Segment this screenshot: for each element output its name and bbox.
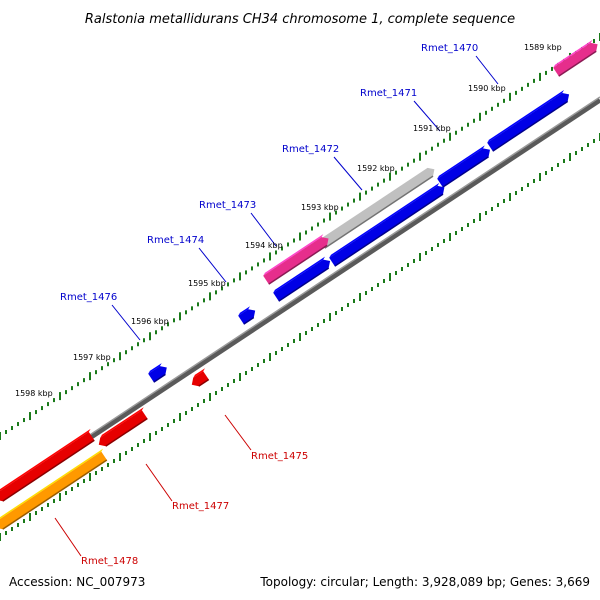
- gene-rmet-1474-top-face: [273, 256, 325, 293]
- gene-label-rmet-1477[interactable]: Rmet_1477: [172, 501, 229, 512]
- gene-rmet-1475-edge: [198, 378, 210, 387]
- leader-rmet-1473: [250, 212, 277, 247]
- gene-rmet-1476-top-face: [148, 363, 162, 374]
- gene-rmet-1478-body: [0, 451, 107, 530]
- gene-rmet-1478-top-face: [0, 448, 104, 519]
- gene-label-rmet-1472[interactable]: Rmet_1472: [282, 144, 339, 155]
- gene-rmet-1474-upper[interactable]: [329, 182, 445, 267]
- gene-rmet-1477[interactable]: [98, 407, 148, 447]
- gene-rmet-1474-body: [273, 259, 331, 302]
- inner-scale-ticks: [0, 133, 600, 541]
- leader-rmet-1477: [145, 463, 173, 502]
- leader-rmet-1471: [413, 100, 441, 132]
- gene-rmet-1473[interactable]: [263, 234, 329, 285]
- gene-rmet-1473-body: [263, 237, 329, 285]
- gene-rmet-1475-body: [191, 371, 209, 387]
- map-title: Ralstonia metallidurans CH34 chromosome …: [85, 12, 515, 27]
- gene-label-rmet-1471[interactable]: Rmet_1471: [360, 88, 417, 99]
- gene-rmet-1472-upper[interactable]: [437, 145, 490, 188]
- gene-labels: Rmet_1470 Rmet_1471 Rmet_1472 Rmet_1473 …: [60, 43, 478, 567]
- gene-rmet-1477-top-face: [100, 407, 144, 438]
- gene-label-rmet-1478[interactable]: Rmet_1478: [81, 556, 138, 567]
- scale-label-1592: 1592 kbp: [357, 164, 395, 173]
- leader-rmet-1474: [198, 247, 227, 283]
- leader-rmet-1470: [475, 55, 499, 85]
- gene-rmet-1476-edge: [153, 373, 166, 383]
- scale-label-1593: 1593 kbp: [301, 203, 339, 212]
- gene-rmet-1473-top-face: [263, 234, 324, 276]
- gene-rmet-1472-upper-top-face: [437, 145, 485, 179]
- gene-rmet-1476-upper-top-face: [238, 306, 250, 316]
- gene-rmet-1472-upper-body: [437, 148, 490, 188]
- gene-rmet-1477-edge: [105, 417, 148, 447]
- gene-rmet-1472-top-face: [319, 164, 430, 240]
- gene-rmet-1473-edge: [268, 244, 328, 285]
- gene-rmet-1470-top-face: [553, 39, 593, 68]
- gene-rmet-1475[interactable]: [191, 368, 210, 387]
- gene-rmet-1477-body: [98, 410, 148, 447]
- gene-rmet-1474[interactable]: [273, 256, 331, 302]
- gene-rmet-1470-body: [553, 42, 598, 77]
- gene-rmet-1474-upper-body: [329, 185, 445, 267]
- gene-rmet-1471-top-face: [487, 90, 564, 143]
- leader-rmet-1476: [111, 304, 141, 341]
- gene-rmet-1474-upper-edge: [334, 193, 444, 267]
- scale-label-1594: 1594 kbp: [245, 241, 283, 250]
- scale-labels: 1589 kbp 1590 kbp 1591 kbp 1592 kbp 1593…: [15, 43, 562, 398]
- scale-label-1597: 1597 kbp: [73, 353, 111, 362]
- gene-rmet-1472-upper-edge: [442, 156, 489, 188]
- leader-rmet-1472: [333, 156, 363, 191]
- scale-label-1595: 1595 kbp: [188, 279, 226, 288]
- gene-rmet-1470-edge: [558, 50, 597, 77]
- scale-label-1589: 1589 kbp: [524, 43, 562, 52]
- gene-rmet-1471-body: [487, 93, 570, 152]
- scale-label-1591: 1591 kbp: [413, 124, 451, 133]
- gene-features: [0, 39, 598, 530]
- gene-rmet-1471[interactable]: [487, 90, 570, 152]
- gene-rmet-1477-long-body: [0, 431, 95, 502]
- gene-rmet-1478[interactable]: [0, 448, 108, 530]
- gene-rmet-1472[interactable]: [319, 164, 435, 249]
- gene-rmet-1476-body: [148, 366, 167, 383]
- gene-rmet-1471-edge: [492, 100, 569, 152]
- gene-label-rmet-1476[interactable]: Rmet_1476: [60, 292, 117, 303]
- gene-label-rmet-1474[interactable]: Rmet_1474: [147, 235, 204, 246]
- gene-rmet-1477-long[interactable]: [0, 428, 95, 502]
- scale-label-1598: 1598 kbp: [15, 389, 53, 398]
- outer-scale-ticks: [0, 33, 600, 440]
- accession-text: Accession: NC_007973: [9, 575, 145, 589]
- label-leader-lines: [54, 55, 499, 557]
- gene-rmet-1476-upper-body: [238, 309, 256, 325]
- scale-label-1596: 1596 kbp: [131, 317, 169, 326]
- genome-summary-text: Topology: circular; Length: 3,928,089 bp…: [259, 575, 590, 589]
- scale-label-1590: 1590 kbp: [468, 84, 506, 93]
- leader-rmet-1478: [54, 517, 82, 557]
- gene-label-rmet-1475[interactable]: Rmet_1475: [251, 451, 308, 462]
- gene-rmet-1476[interactable]: [148, 363, 167, 383]
- gene-rmet-1476-upper[interactable]: [238, 306, 256, 325]
- gene-rmet-1475-top-face: [193, 368, 205, 378]
- gene-rmet-1474-upper-top-face: [329, 182, 440, 258]
- gene-rmet-1472-body: [319, 167, 435, 249]
- leader-rmet-1475: [224, 414, 252, 451]
- gene-label-rmet-1473[interactable]: Rmet_1473: [199, 200, 256, 211]
- gene-label-rmet-1470[interactable]: Rmet_1470: [421, 43, 478, 54]
- gene-rmet-1477-long-top-face: [0, 428, 91, 491]
- gene-rmet-1476-upper-edge: [243, 316, 255, 325]
- gene-rmet-1477-long-edge: [2, 439, 95, 502]
- gene-rmet-1470[interactable]: [553, 39, 598, 77]
- gene-rmet-1478-edge: [2, 459, 108, 530]
- gene-rmet-1474-edge: [278, 267, 330, 302]
- gene-rmet-1472-edge: [324, 175, 434, 249]
